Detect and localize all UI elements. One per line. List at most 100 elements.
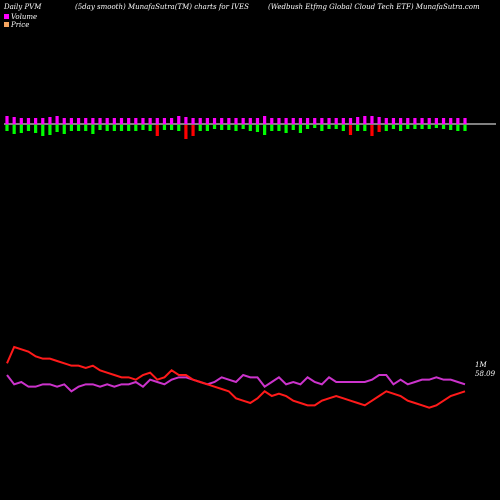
volume-down-bar <box>341 125 345 131</box>
volume-down-bar <box>305 125 310 129</box>
volume-up-bar <box>134 118 138 124</box>
volume-down-bar <box>284 125 288 133</box>
volume-down-bar <box>48 125 52 135</box>
volume-down-bar <box>255 125 260 132</box>
volume-down-bar <box>298 125 303 133</box>
volume-up-bar <box>263 116 267 124</box>
volume-up-bar <box>363 116 367 124</box>
volume-up-bar <box>212 118 217 124</box>
volume-down-bar <box>248 125 252 131</box>
volume-down-bar <box>127 125 131 131</box>
volume-down-bar <box>291 125 295 130</box>
volume-down-bar <box>263 125 267 135</box>
volume-down-bar <box>363 125 367 131</box>
volume-up-bar <box>162 118 167 124</box>
volume-down-bar <box>19 125 23 133</box>
volume-up-bar <box>298 118 303 124</box>
volume-up-bar <box>177 116 181 124</box>
volume-down-bar <box>398 125 403 131</box>
volume-up-bar <box>427 118 431 124</box>
volume-down-bar <box>377 125 381 132</box>
volume-down-bars <box>5 125 467 139</box>
volume-up-bar <box>234 118 238 124</box>
volume-up-bar <box>241 118 245 124</box>
volume-down-bar <box>441 125 446 129</box>
volume-down-bar <box>270 125 274 131</box>
volume-up-bar <box>356 117 360 124</box>
volume-down-bar <box>198 125 202 131</box>
volume-down-bar <box>155 125 159 136</box>
volume-up-bar <box>127 118 131 124</box>
volume-up-bar <box>148 118 152 124</box>
volume-down-bar <box>141 125 145 130</box>
volume-down-bar <box>334 125 338 129</box>
volume-up-bar <box>305 118 310 124</box>
volume-down-bar <box>463 125 467 131</box>
legend-price-swatch <box>4 22 9 27</box>
volume-up-bar <box>112 118 116 124</box>
volume-down-bar <box>241 125 245 129</box>
volume-up-bar <box>198 118 202 124</box>
last-price-label: 58.09 <box>475 370 496 378</box>
volume-down-bar <box>406 125 410 129</box>
volume-down-bar <box>69 125 74 131</box>
volume-down-bar <box>177 125 181 131</box>
volume-up-bar <box>313 118 317 124</box>
volume-up-bar <box>255 118 260 124</box>
volume-down-bar <box>76 125 81 131</box>
volume-down-bar <box>169 125 174 130</box>
volume-down-bar <box>112 125 116 131</box>
price-line <box>6 345 466 409</box>
volume-down-bar <box>456 125 460 131</box>
volume-down-bar <box>84 125 88 131</box>
volume-up-bar <box>413 118 417 124</box>
volume-down-bar <box>449 125 453 130</box>
volume-up-bar <box>384 118 388 124</box>
volume-down-bar <box>98 125 102 130</box>
volume-down-bar <box>220 125 224 130</box>
header-center: (5day smooth) MunafaSutra(TM) charts for… <box>75 3 249 11</box>
volume-down-bar <box>384 125 388 131</box>
volume-up-bar <box>463 118 467 124</box>
volume-up-bar <box>284 118 288 124</box>
volume-down-bar <box>420 125 424 129</box>
volume-down-bar <box>413 125 417 129</box>
volume-up-bar <box>334 118 338 124</box>
volume-up-bar <box>391 118 396 124</box>
volume-up-bar <box>84 118 88 124</box>
volume-up-bar <box>220 118 224 124</box>
volume-up-bar <box>434 118 438 124</box>
volume-down-bar <box>427 125 431 129</box>
volume-up-bar <box>270 118 274 124</box>
volume-up-bar <box>48 117 52 124</box>
volume-down-bar <box>91 125 95 134</box>
volume-up-bar <box>320 118 324 124</box>
volume-down-bar <box>41 125 45 136</box>
volume-up-bar <box>184 117 188 124</box>
volume-up-bar <box>327 118 331 124</box>
volume-down-bar <box>62 125 66 134</box>
volume-up-bar <box>12 117 16 124</box>
volume-down-bar <box>55 125 59 132</box>
volume-down-bar <box>148 125 152 131</box>
volume-up-bar <box>69 118 74 124</box>
header-right: (Wedbush Etfmg Global Cloud Tech ETF) Mu… <box>268 3 480 11</box>
volume-down-bar <box>227 125 231 130</box>
volume-up-bar <box>406 118 410 124</box>
volume-up-bar <box>456 118 460 124</box>
volume-down-bar <box>434 125 438 128</box>
volume-down-bar <box>5 125 9 131</box>
volume-down-bar <box>313 125 317 128</box>
volume-down-bar <box>327 125 331 129</box>
volume-up-bar <box>91 118 95 124</box>
volume-down-bar <box>184 125 188 139</box>
volume-down-bar <box>119 125 124 131</box>
volume-line <box>6 373 466 393</box>
header-left: Daily PVM <box>3 3 42 11</box>
volume-down-bar <box>134 125 138 131</box>
volume-down-bar <box>370 125 374 136</box>
volume-up-bar <box>370 116 374 124</box>
volume-down-bar <box>162 125 167 130</box>
volume-up-bar <box>205 118 209 124</box>
